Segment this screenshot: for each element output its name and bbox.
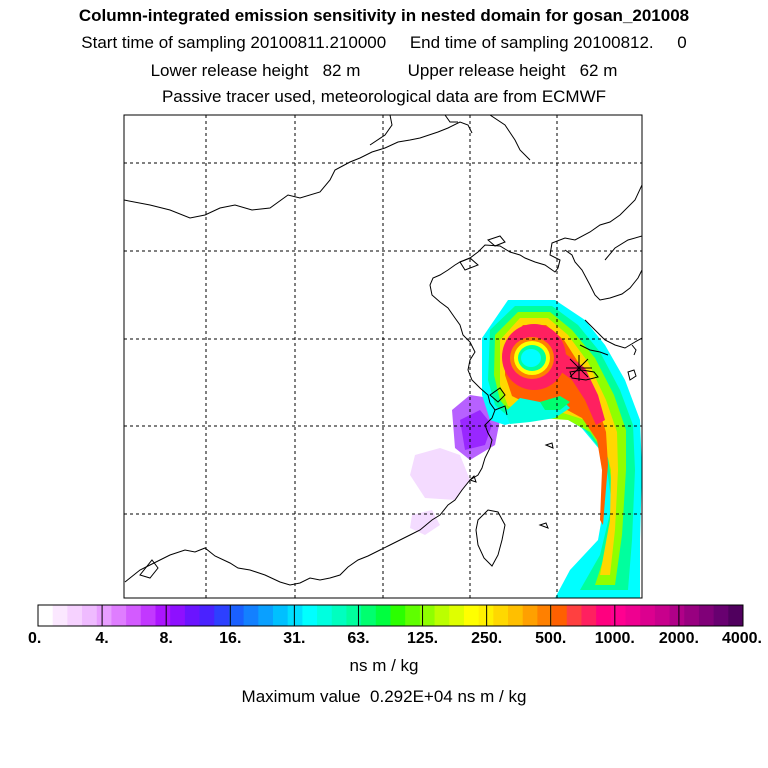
receptor-star-icon <box>566 355 592 381</box>
colorbar-cell <box>405 605 421 626</box>
colorbar-cell <box>654 605 671 626</box>
colorbar-cell <box>199 605 215 626</box>
colorbar-cell <box>522 605 538 626</box>
tracer-line: Passive tracer used, meteorological data… <box>161 87 607 106</box>
colorbar-tick-label: 31. <box>283 630 305 647</box>
release-height-line: Lower release height 82 m Upper release … <box>150 61 618 80</box>
colorbar-frame <box>37 604 744 627</box>
colorbar-cell <box>140 605 156 626</box>
colorbar-cell <box>302 605 318 626</box>
colorbar-labels: 0. 4. 8. 16. 31. 63. 125. 250. 500. 1000. 2000. 400… <box>28 604 762 647</box>
colorbar-tick-label: 63. <box>347 630 369 647</box>
colorbar-tick-label: 2000. <box>659 630 699 647</box>
colorbar-cell <box>596 605 612 626</box>
colorbar-cell <box>566 605 582 626</box>
map-frame <box>123 114 643 599</box>
colorbar-tick-label: 250. <box>471 630 502 647</box>
coastlines <box>124 115 642 586</box>
colorbar-tick-label: 0. <box>28 630 41 647</box>
colorbar-cell <box>273 605 289 626</box>
colorbar-cell <box>228 605 245 626</box>
colorbar-cell <box>361 605 377 626</box>
colorbar-tick-label: 4000. <box>722 630 762 647</box>
colorbar-cell <box>493 605 509 626</box>
colorbar-units: ns m / kg <box>349 656 419 675</box>
colorbar-tick-label: 4. <box>95 630 108 647</box>
colorbar: 0. 4. 8. 16. 31. 63. 125. 250. 500. 1000. 2000. 400… <box>28 604 762 647</box>
colorbar-tick-label: 500. <box>535 630 566 647</box>
colorbar-cell <box>317 605 333 626</box>
colorbar-tick-label: 16. <box>219 630 241 647</box>
colorbar-cell <box>728 605 744 626</box>
sampling-time-line: Start time of sampling 20100811.210000 E… <box>81 33 687 52</box>
colorbar-cell <box>419 605 436 626</box>
colorbar-cell <box>698 605 715 626</box>
colorbar-cell <box>552 605 568 626</box>
colorbar-cell <box>170 605 186 626</box>
colorbar-cell <box>390 605 406 626</box>
map-content <box>124 115 642 598</box>
colorbar-cell <box>184 605 201 626</box>
colorbar-cell <box>111 605 127 626</box>
colorbar-cell <box>684 605 700 626</box>
lat-lon-grid <box>124 115 642 598</box>
colorbar-cell <box>96 605 112 626</box>
colorbar-cell <box>375 605 391 626</box>
colorbar-cell <box>581 605 597 626</box>
colorbar-cell <box>669 605 685 626</box>
colorbar-cell <box>508 605 524 626</box>
colorbar-cell <box>243 605 259 626</box>
colorbar-cell <box>713 605 729 626</box>
colorbar-cells <box>38 605 744 626</box>
colorbar-cell <box>449 605 465 626</box>
colorbar-cell <box>52 605 68 626</box>
maximum-value: Maximum value 0.292E+04 ns m / kg <box>241 687 527 706</box>
colorbar-cell <box>640 605 656 626</box>
colorbar-cell <box>38 605 54 626</box>
colorbar-cell <box>331 605 347 626</box>
colorbar-cell <box>258 605 274 626</box>
colorbar-cell <box>67 605 83 626</box>
colorbar-cell <box>610 605 626 626</box>
colorbar-tick-label: 125. <box>407 630 438 647</box>
plot-title: Column-integrated emission sensitivity i… <box>78 6 690 25</box>
colorbar-cell <box>82 605 98 626</box>
colorbar-tick-label: 1000. <box>595 630 635 647</box>
colorbar-cell <box>625 605 641 626</box>
colorbar-cell <box>346 605 362 626</box>
colorbar-cell <box>434 605 450 626</box>
colorbar-cell <box>155 605 171 626</box>
colorbar-cell <box>126 605 142 626</box>
colorbar-cell <box>287 605 303 626</box>
colorbar-tick-label: 8. <box>160 630 173 647</box>
colorbar-cell <box>463 605 480 626</box>
colorbar-cell <box>214 605 230 626</box>
colorbar-cell <box>537 605 553 626</box>
